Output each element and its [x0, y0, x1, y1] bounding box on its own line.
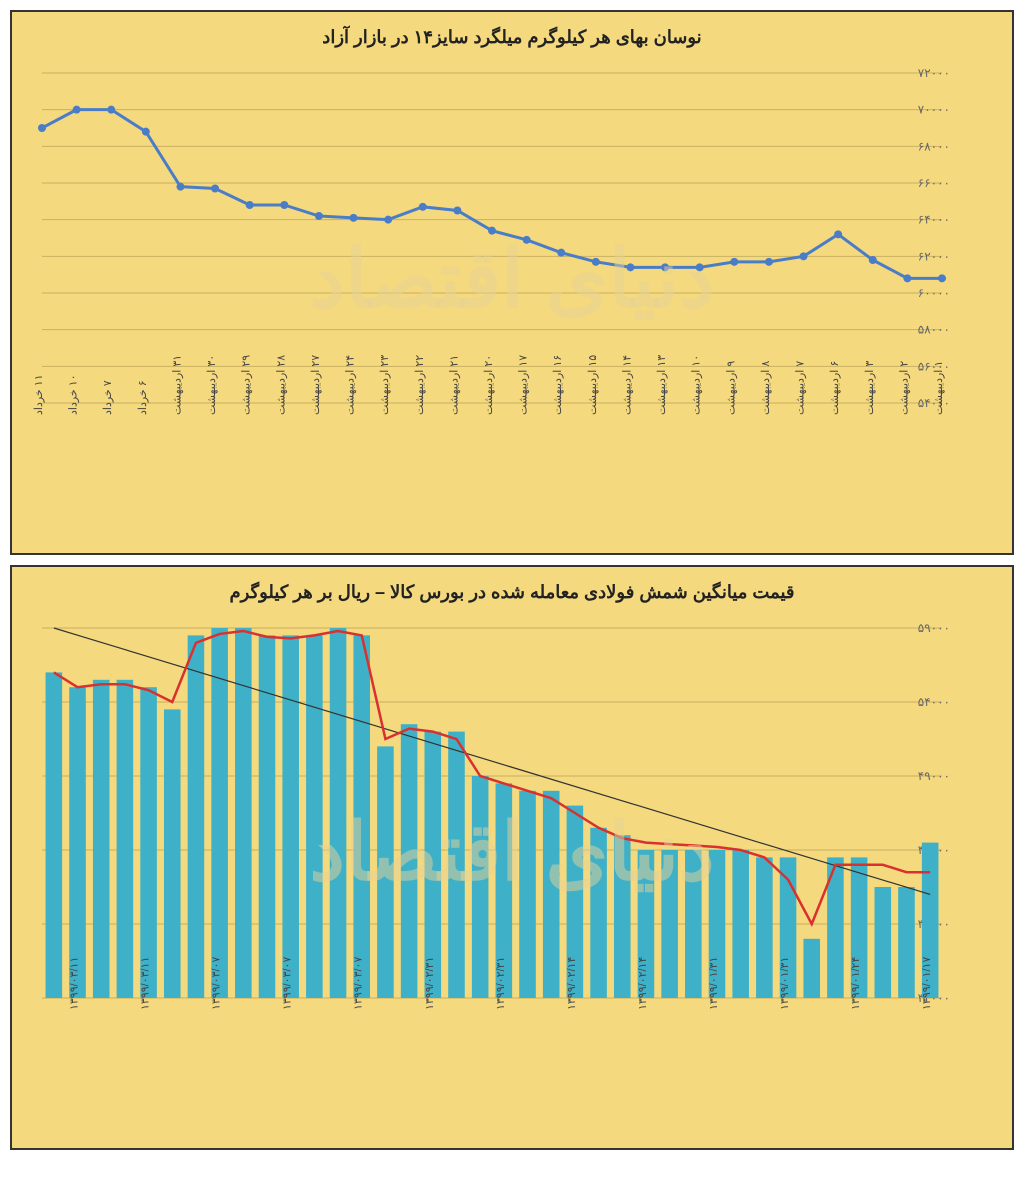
- svg-text:۲۹ اردیبهشت: ۲۹ اردیبهشت: [241, 355, 253, 415]
- svg-text:۵۹۰۰۰: ۵۹۰۰۰: [918, 621, 950, 635]
- svg-text:۳۰ اردیبهشت: ۳۰ اردیبهشت: [206, 355, 218, 415]
- svg-text:۶ اردیبهشت: ۶ اردیبهشت: [829, 361, 841, 415]
- svg-text:۵۴۰۰۰: ۵۴۰۰۰: [918, 695, 950, 709]
- svg-text:۶۸۰۰۰: ۶۸۰۰۰: [918, 139, 950, 153]
- svg-text:۷۲۰۰۰: ۷۲۰۰۰: [918, 66, 950, 80]
- svg-text:۱۳۹۹/۰۲/۳۱: ۱۳۹۹/۰۲/۳۱: [495, 957, 507, 1010]
- svg-text:۷ خرداد: ۷ خرداد: [102, 380, 114, 415]
- svg-text:۱۳ اردیبهشت: ۱۳ اردیبهشت: [656, 355, 668, 415]
- svg-text:۲۸ اردیبهشت: ۲۸ اردیبهشت: [275, 355, 287, 415]
- svg-text:۲۷ اردیبهشت: ۲۷ اردیبهشت: [310, 355, 322, 415]
- svg-text:۳۱ اردیبهشت: ۳۱ اردیبهشت: [171, 355, 183, 415]
- bar-chart-panel: قیمت میانگین شمش فولادی معامله شده در بو…: [10, 565, 1014, 1150]
- chart1-svg: ۵۴۰۰۰۵۶۰۰۰۵۸۰۰۰۶۰۰۰۰۶۲۰۰۰۶۴۰۰۰۶۶۰۰۰۶۸۰۰۰…: [22, 63, 1002, 543]
- svg-text:۶ خرداد: ۶ خرداد: [137, 380, 149, 415]
- svg-text:۱۵ اردیبهشت: ۱۵ اردیبهشت: [587, 355, 599, 415]
- svg-text:۱۴ اردیبهشت: ۱۴ اردیبهشت: [621, 355, 633, 415]
- svg-text:۱۳۹۹/۰۳/۰۷: ۱۳۹۹/۰۳/۰۷: [282, 957, 294, 1010]
- svg-text:۲ اردیبهشت: ۲ اردیبهشت: [898, 361, 910, 415]
- svg-text:۲۰ اردیبهشت: ۲۰ اردیبهشت: [483, 355, 495, 415]
- svg-text:۱۳۹۹/۰۱/۲۴: ۱۳۹۹/۰۱/۲۴: [850, 957, 862, 1010]
- svg-text:۱۱ خرداد: ۱۱ خرداد: [33, 374, 45, 415]
- svg-text:۲۳ اردیبهشت: ۲۳ اردیبهشت: [379, 355, 391, 415]
- svg-text:۶۲۰۰۰: ۶۲۰۰۰: [918, 249, 950, 263]
- svg-text:۵۸۰۰۰: ۵۸۰۰۰: [918, 323, 950, 337]
- svg-text:۱۳۹۹/۰۱/۳۱: ۱۳۹۹/۰۱/۳۱: [708, 957, 720, 1010]
- svg-text:۷۰۰۰۰: ۷۰۰۰۰: [918, 103, 950, 117]
- svg-text:۸ اردیبهشت: ۸ اردیبهشت: [760, 361, 772, 415]
- svg-text:۹ اردیبهشت: ۹ اردیبهشت: [725, 361, 737, 415]
- svg-text:۶۶۰۰۰: ۶۶۰۰۰: [918, 176, 950, 190]
- svg-text:۷ اردیبهشت: ۷ اردیبهشت: [795, 361, 807, 415]
- svg-text:۱۳۹۹/۰۳/۱۱: ۱۳۹۹/۰۳/۱۱: [140, 957, 152, 1010]
- svg-text:۱۷ اردیبهشت: ۱۷ اردیبهشت: [518, 355, 530, 415]
- chart1-body: دنیای اقتصاد ۵۴۰۰۰۵۶۰۰۰۵۸۰۰۰۶۰۰۰۰۶۲۰۰۰۶۴…: [22, 63, 1002, 543]
- svg-text:۱۳۹۹/۰۳/۰۷: ۱۳۹۹/۰۳/۰۷: [353, 957, 365, 1010]
- chart2-svg: ۳۴۰۰۰۳۹۰۰۰۴۴۰۰۰۴۹۰۰۰۵۴۰۰۰۵۹۰۰۰۱۳۹۹/۰۱/۱۷…: [22, 618, 1002, 1138]
- svg-text:۱۳۹۹/۰۲/۱۴: ۱۳۹۹/۰۲/۱۴: [637, 957, 649, 1010]
- chart1-title: نوسان بهای هر کیلوگرم میلگرد سایز۱۴ در ب…: [22, 27, 1002, 48]
- chart2-title: قیمت میانگین شمش فولادی معامله شده در بو…: [22, 582, 1002, 603]
- svg-text:۲۴ اردیبهشت: ۲۴ اردیبهشت: [345, 355, 357, 415]
- svg-text:۱ اردیبهشت: ۱ اردیبهشت: [933, 361, 945, 415]
- svg-text:۴۹۰۰۰: ۴۹۰۰۰: [918, 769, 950, 783]
- svg-text:۳ اردیبهشت: ۳ اردیبهشت: [864, 361, 876, 415]
- svg-text:۱۳۹۹/۰۳/۱۱: ۱۳۹۹/۰۳/۱۱: [69, 957, 81, 1010]
- svg-text:۲۱ اردیبهشت: ۲۱ اردیبهشت: [448, 355, 460, 415]
- svg-text:۶۴۰۰۰: ۶۴۰۰۰: [918, 213, 950, 227]
- chart2-body: دنیای اقتصاد ۳۴۰۰۰۳۹۰۰۰۴۴۰۰۰۴۹۰۰۰۵۴۰۰۰۵۹…: [22, 618, 1002, 1138]
- svg-text:۱۳۹۹/۰۱/۱۷: ۱۳۹۹/۰۱/۱۷: [921, 957, 933, 1010]
- svg-text:۱۳۹۹/۰۲/۱۴: ۱۳۹۹/۰۲/۱۴: [566, 957, 578, 1010]
- line-chart-panel: نوسان بهای هر کیلوگرم میلگرد سایز۱۴ در ب…: [10, 10, 1014, 555]
- svg-text:۱۶ اردیبهشت: ۱۶ اردیبهشت: [552, 355, 564, 415]
- svg-text:۱۰ اردیبهشت: ۱۰ اردیبهشت: [691, 355, 703, 415]
- svg-text:۱۳۹۹/۰۳/۰۷: ۱۳۹۹/۰۳/۰۷: [211, 957, 223, 1010]
- svg-text:۱۳۹۹/۰۱/۳۱: ۱۳۹۹/۰۱/۳۱: [779, 957, 791, 1010]
- svg-text:۱۰ خرداد: ۱۰ خرداد: [68, 374, 80, 415]
- svg-text:۶۰۰۰۰: ۶۰۰۰۰: [918, 286, 950, 300]
- svg-text:۱۳۹۹/۰۲/۳۱: ۱۳۹۹/۰۲/۳۱: [424, 957, 436, 1010]
- svg-text:۲۲ اردیبهشت: ۲۲ اردیبهشت: [414, 355, 426, 415]
